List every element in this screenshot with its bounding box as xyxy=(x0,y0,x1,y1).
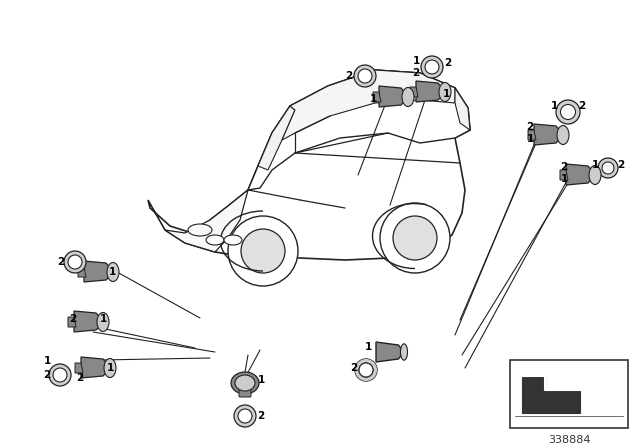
Text: 1: 1 xyxy=(108,267,116,277)
Ellipse shape xyxy=(439,82,451,102)
Polygon shape xyxy=(416,81,446,102)
Text: 2: 2 xyxy=(44,370,51,380)
Text: 1: 1 xyxy=(526,134,534,144)
Polygon shape xyxy=(534,124,564,145)
Circle shape xyxy=(355,359,377,381)
Text: 2: 2 xyxy=(350,363,358,373)
Text: 2: 2 xyxy=(444,58,452,68)
Ellipse shape xyxy=(589,165,601,185)
Circle shape xyxy=(68,255,82,269)
Ellipse shape xyxy=(206,235,224,245)
Text: 2: 2 xyxy=(618,160,625,170)
Ellipse shape xyxy=(402,87,414,107)
Text: 1: 1 xyxy=(369,94,376,104)
Circle shape xyxy=(556,100,580,124)
Circle shape xyxy=(359,363,373,377)
Polygon shape xyxy=(74,311,104,332)
Polygon shape xyxy=(84,261,114,282)
Ellipse shape xyxy=(235,375,255,391)
Polygon shape xyxy=(376,342,404,362)
Circle shape xyxy=(238,409,252,423)
Text: 2: 2 xyxy=(412,68,420,78)
Polygon shape xyxy=(528,130,536,140)
Text: 1: 1 xyxy=(106,363,114,373)
Circle shape xyxy=(234,405,256,427)
Polygon shape xyxy=(560,170,568,180)
Circle shape xyxy=(53,368,67,382)
Text: 2: 2 xyxy=(58,257,65,267)
Circle shape xyxy=(561,104,575,120)
Circle shape xyxy=(602,162,614,174)
Text: 2: 2 xyxy=(526,122,534,132)
Text: 1: 1 xyxy=(550,101,557,111)
Polygon shape xyxy=(455,88,470,130)
Polygon shape xyxy=(379,86,409,107)
Text: 2: 2 xyxy=(257,411,264,421)
Ellipse shape xyxy=(104,358,116,378)
Polygon shape xyxy=(248,70,470,190)
Ellipse shape xyxy=(557,125,569,145)
Circle shape xyxy=(421,56,443,78)
Text: 338884: 338884 xyxy=(548,435,590,445)
Polygon shape xyxy=(148,70,470,260)
Text: 1: 1 xyxy=(364,342,372,352)
Polygon shape xyxy=(373,92,381,102)
Polygon shape xyxy=(78,267,86,277)
Ellipse shape xyxy=(107,263,119,281)
Polygon shape xyxy=(410,87,418,97)
Bar xyxy=(510,360,628,428)
Circle shape xyxy=(49,364,71,386)
Circle shape xyxy=(425,60,439,74)
Polygon shape xyxy=(165,190,248,252)
Circle shape xyxy=(64,251,86,273)
Text: 1: 1 xyxy=(561,174,568,184)
Wedge shape xyxy=(355,359,377,381)
Ellipse shape xyxy=(231,372,259,394)
Polygon shape xyxy=(522,376,580,413)
Text: 1: 1 xyxy=(412,56,420,66)
Text: 1: 1 xyxy=(44,356,51,366)
Text: 1: 1 xyxy=(257,375,264,385)
Circle shape xyxy=(380,203,450,273)
Polygon shape xyxy=(258,106,295,170)
Text: 1: 1 xyxy=(99,314,107,324)
Polygon shape xyxy=(282,70,455,140)
FancyBboxPatch shape xyxy=(239,385,251,397)
Text: 1: 1 xyxy=(591,160,598,170)
Text: 2: 2 xyxy=(69,314,77,324)
Text: 1: 1 xyxy=(442,89,450,99)
Text: 2: 2 xyxy=(76,373,84,383)
Circle shape xyxy=(228,216,298,286)
Ellipse shape xyxy=(401,344,408,360)
Text: 2: 2 xyxy=(346,71,353,81)
Text: 2: 2 xyxy=(579,101,586,111)
Text: 2: 2 xyxy=(561,162,568,172)
Circle shape xyxy=(354,65,376,87)
Circle shape xyxy=(241,229,285,273)
Polygon shape xyxy=(81,357,111,378)
Polygon shape xyxy=(68,317,76,327)
Ellipse shape xyxy=(188,224,212,236)
Circle shape xyxy=(598,158,618,178)
Ellipse shape xyxy=(97,313,109,332)
Circle shape xyxy=(358,69,372,83)
Circle shape xyxy=(393,216,437,260)
Ellipse shape xyxy=(224,235,242,245)
Polygon shape xyxy=(566,164,596,185)
Polygon shape xyxy=(75,363,83,373)
